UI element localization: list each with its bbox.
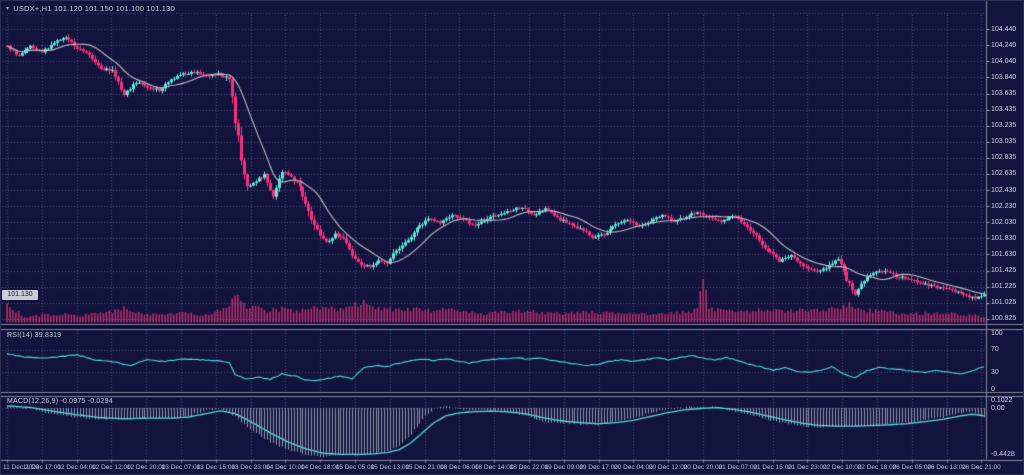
time-axis-label: 14 Dec 18:00 bbox=[300, 464, 340, 471]
price-axis-label: 103.435 bbox=[991, 106, 1017, 114]
price-axis-label: 104.240 bbox=[991, 41, 1017, 49]
price-axis-label: 101.425 bbox=[991, 267, 1017, 275]
price-axis-label: 102.635 bbox=[991, 170, 1017, 178]
price-axis-label: 101.630 bbox=[991, 250, 1017, 258]
current-price-tag: 101.130 bbox=[2, 289, 38, 300]
price-axis-label: 104.440 bbox=[991, 25, 1017, 33]
macd-indicator-label: MACD(12,26,9) -0.0975 -0.0294 bbox=[7, 398, 113, 405]
time-axis-label: 13 Dec 15:00 bbox=[196, 464, 236, 471]
macd-axis-label: 0.00 bbox=[991, 404, 1005, 412]
time-axis-label: 18 Dec 22:00 bbox=[509, 464, 549, 471]
time-axis-label: 21 Dec 23:00 bbox=[788, 464, 827, 471]
time-axis-label: 26 Dec 05:00 bbox=[892, 464, 932, 471]
time-axis-label: 12 Dec 04:00 bbox=[57, 464, 96, 471]
chart-title-bar: ▾ USDX+,H1 101.120 101.150 101.100 101.1… bbox=[6, 4, 175, 13]
time-axis-label: 20 Dec 04:00 bbox=[614, 464, 653, 471]
rsi-axis-label: 0 bbox=[991, 385, 995, 393]
price-axis-label: 100.825 bbox=[991, 315, 1017, 323]
time-axis-label: 20 Dec 20:00 bbox=[683, 464, 723, 471]
price-axis-label: 101.225 bbox=[991, 283, 1017, 291]
time-axis-label: 12 Dec 12:00 bbox=[92, 464, 131, 471]
price-axis-label: 103.635 bbox=[991, 90, 1017, 98]
rsi-axis-label: 70 bbox=[991, 346, 999, 354]
time-axis-label: 22 Dec 18:00 bbox=[857, 464, 897, 471]
time-axis-label: 19 Dec 17:00 bbox=[579, 464, 618, 471]
price-axis-label: 102.835 bbox=[991, 154, 1017, 162]
chart-title: USDX+,H1 101.120 101.150 101.100 101.130 bbox=[13, 4, 175, 13]
rsi-axis-label: 30 bbox=[991, 368, 999, 376]
time-axis-label: 18 Dec 06:00 bbox=[440, 464, 479, 471]
collapse-triangle-icon[interactable]: ▾ bbox=[6, 5, 10, 12]
rsi-axis[interactable]: 100 70 30 0 bbox=[985, 329, 1023, 393]
time-axis-label: 11 Dec 2023 bbox=[3, 464, 40, 471]
time-axis-label: 22 Dec 10:00 bbox=[822, 464, 862, 471]
price-axis-label: 101.830 bbox=[991, 234, 1017, 242]
macd-axis-label: 0.1022 bbox=[991, 397, 1013, 404]
time-axis-label: 13 Dec 07:00 bbox=[161, 464, 201, 471]
time-axis-label: 12 Dec 20:00 bbox=[126, 464, 166, 471]
macd-axis[interactable]: 0.1022 0.00 -0.4428 bbox=[985, 395, 1023, 459]
time-axis-label: 13 Dec 23:00 bbox=[231, 464, 270, 471]
time-axis-label: 11 Dec 17:00 bbox=[22, 464, 61, 471]
price-axis-label: 102.030 bbox=[991, 218, 1017, 226]
rsi-indicator-label: RSI(14) 39.8319 bbox=[7, 332, 62, 339]
time-axis-label: 20 Dec 12:00 bbox=[648, 464, 688, 471]
price-axis-label: 101.025 bbox=[991, 299, 1017, 307]
time-axis-label: 15 Dec 21:00 bbox=[405, 464, 444, 471]
price-axis-label: 102.430 bbox=[991, 186, 1017, 194]
time-axis[interactable]: 11 Dec 2023 11 Dec 17:00 12 Dec 04:00 12 De… bbox=[1, 462, 1001, 474]
time-axis-label: 15 Dec 05:00 bbox=[335, 464, 375, 471]
price-axis-label: 103.035 bbox=[991, 138, 1017, 146]
time-axis-label: 21 Dec 15:00 bbox=[753, 464, 792, 471]
time-axis-label: 15 Dec 13:00 bbox=[370, 464, 410, 471]
time-axis-label: 26 Dec 13:00 bbox=[927, 464, 966, 471]
price-axis-label: 104.040 bbox=[991, 57, 1017, 65]
price-axis-label: 103.840 bbox=[991, 73, 1017, 81]
time-axis-label: 26 Dec 21:00 bbox=[962, 464, 1001, 471]
time-axis-label: 21 Dec 07:00 bbox=[718, 464, 758, 471]
time-axis-label: 14 Dec 10:00 bbox=[266, 464, 305, 471]
rsi-axis-label: 100 bbox=[991, 330, 1003, 337]
time-axis-label: 19 Dec 09:00 bbox=[544, 464, 584, 471]
macd-axis-label: -0.4428 bbox=[991, 451, 1015, 458]
time-axis-label: 18 Dec 14:00 bbox=[474, 464, 514, 471]
price-axis-label: 102.230 bbox=[991, 202, 1017, 210]
price-axis[interactable]: 104.440 104.240 104.040 103.840 103.635 103.4… bbox=[985, 1, 1023, 459]
price-axis-label: 103.235 bbox=[991, 122, 1017, 130]
